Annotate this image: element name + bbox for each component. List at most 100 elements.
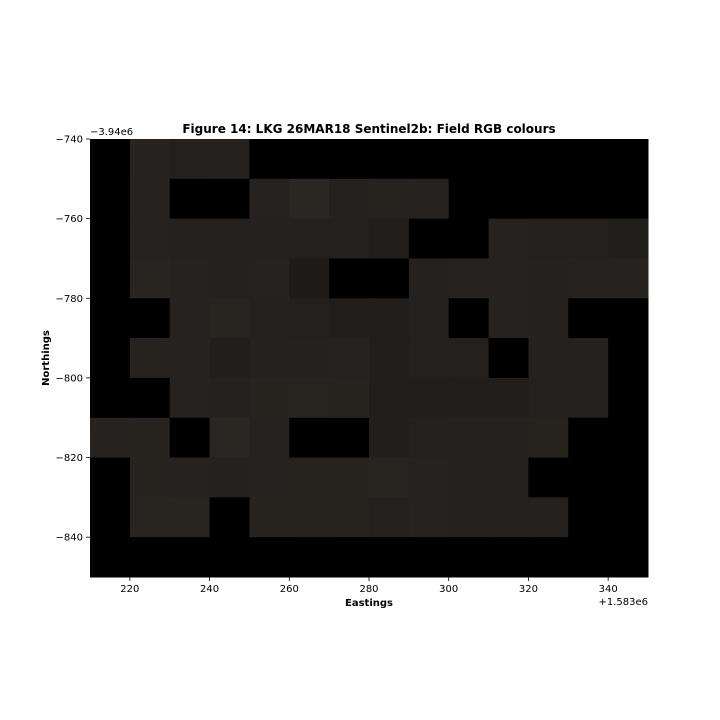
heatmap-cell	[488, 537, 529, 578]
x-offset-label: +1.583e6	[598, 597, 648, 608]
heatmap-cell	[249, 537, 290, 578]
x-axis-label: Eastings	[345, 598, 393, 609]
heatmap-cell	[90, 377, 131, 419]
heatmap-cell	[129, 457, 171, 498]
heatmap-cell	[528, 338, 569, 379]
heatmap-cell	[129, 338, 171, 379]
heatmap-cell	[289, 497, 330, 538]
heatmap-cell	[289, 338, 330, 379]
heatmap-cell	[90, 178, 131, 220]
heatmap-cell	[329, 497, 370, 538]
heatmap-cell	[329, 178, 370, 220]
heatmap-cell	[448, 298, 490, 339]
heatmap-cell	[209, 178, 250, 220]
heatmap-cell	[249, 178, 290, 220]
heatmap-cell	[169, 298, 211, 339]
heatmap-cell	[408, 537, 450, 578]
heatmap-cell	[608, 417, 649, 459]
heatmap-cell	[369, 178, 410, 220]
heatmap-cell	[608, 457, 649, 498]
heatmap-cell	[209, 377, 250, 419]
heatmap-cell	[129, 218, 171, 259]
heatmap-cell	[369, 298, 410, 339]
heatmap-cell	[369, 218, 410, 259]
x-axis: 220 240 260 280 300 320 340	[120, 577, 618, 595]
heatmap-cell	[169, 258, 211, 299]
heatmap-cell	[448, 497, 490, 538]
heatmap-cell	[90, 258, 131, 299]
heatmap-cell	[408, 298, 450, 339]
heatmap-cell	[249, 417, 290, 459]
heatmap-cell	[249, 497, 290, 538]
heatmap-cell	[488, 457, 529, 498]
plot-area	[90, 139, 649, 578]
heatmap-cell	[329, 417, 370, 459]
heatmap-cell	[448, 139, 490, 180]
heatmap-cell	[488, 417, 529, 459]
heatmap-cell	[129, 537, 171, 578]
x-tick-label: 280	[359, 584, 378, 595]
heatmap-cell	[249, 338, 290, 379]
heatmap-cell	[129, 417, 171, 459]
heatmap-cell	[528, 377, 569, 419]
heatmap-cell	[448, 377, 490, 419]
heatmap-cell	[289, 377, 330, 419]
heatmap-cell	[90, 218, 131, 259]
heatmap-cell	[169, 218, 211, 259]
heatmap-cell	[169, 537, 211, 578]
heatmap-cell	[568, 537, 609, 578]
heatmap-cell	[488, 178, 529, 220]
heatmap-cell	[488, 139, 529, 180]
heatmap-cell	[329, 457, 370, 498]
heatmap-cell	[408, 258, 450, 299]
heatmap-cell	[568, 377, 609, 419]
y-tick-label: −840	[56, 533, 83, 544]
heatmap-cell	[249, 218, 290, 259]
heatmap-cell	[209, 537, 250, 578]
heatmap-cell	[329, 338, 370, 379]
heatmap-cell	[488, 377, 529, 419]
x-tick-label: 300	[439, 584, 458, 595]
heatmap-cell	[408, 497, 450, 538]
heatmap-cell	[369, 537, 410, 578]
heatmap-cell	[289, 139, 330, 180]
heatmap-cell	[528, 139, 569, 180]
heatmap-cell	[568, 457, 609, 498]
heatmap-cell	[408, 218, 450, 259]
heatmap-cell	[289, 218, 330, 259]
heatmap-cell	[408, 139, 450, 180]
y-tick-label: −760	[56, 214, 83, 225]
heatmap-cell	[369, 139, 410, 180]
heatmap-cell	[608, 377, 649, 419]
y-axis: −740 −760 −780 −800 −820 −840	[56, 135, 90, 544]
heatmap-cell	[209, 497, 250, 538]
heatmap-cell	[249, 139, 290, 180]
heatmap-cell	[169, 417, 211, 459]
heatmap-cell	[369, 457, 410, 498]
heatmap-cell	[408, 457, 450, 498]
heatmap-cell	[528, 457, 569, 498]
heatmap-cell	[209, 338, 250, 379]
heatmap-cell	[289, 417, 330, 459]
heatmap-cell	[608, 298, 649, 339]
heatmap-cell	[608, 139, 649, 180]
heatmap-cell	[568, 258, 609, 299]
heatmap-cell	[169, 178, 211, 220]
heatmap-cell	[528, 497, 569, 538]
x-tick-label: 240	[200, 584, 219, 595]
heatmap-cell	[209, 457, 250, 498]
heatmap-cell	[289, 537, 330, 578]
heatmap-cell	[90, 417, 131, 459]
heatmap-cell	[289, 298, 330, 339]
heatmap-cell	[488, 298, 529, 339]
heatmap-cell	[329, 258, 370, 299]
heatmap-cell	[608, 178, 649, 220]
heatmap-cell	[90, 298, 131, 339]
heatmap-cell	[289, 457, 330, 498]
heatmap-cell	[448, 457, 490, 498]
heatmap-cell	[329, 218, 370, 259]
heatmap-cell	[90, 497, 131, 538]
chart-title: Figure 14: LKG 26MAR18 Sentinel2b: Field…	[182, 122, 555, 136]
heatmap-cell	[488, 497, 529, 538]
